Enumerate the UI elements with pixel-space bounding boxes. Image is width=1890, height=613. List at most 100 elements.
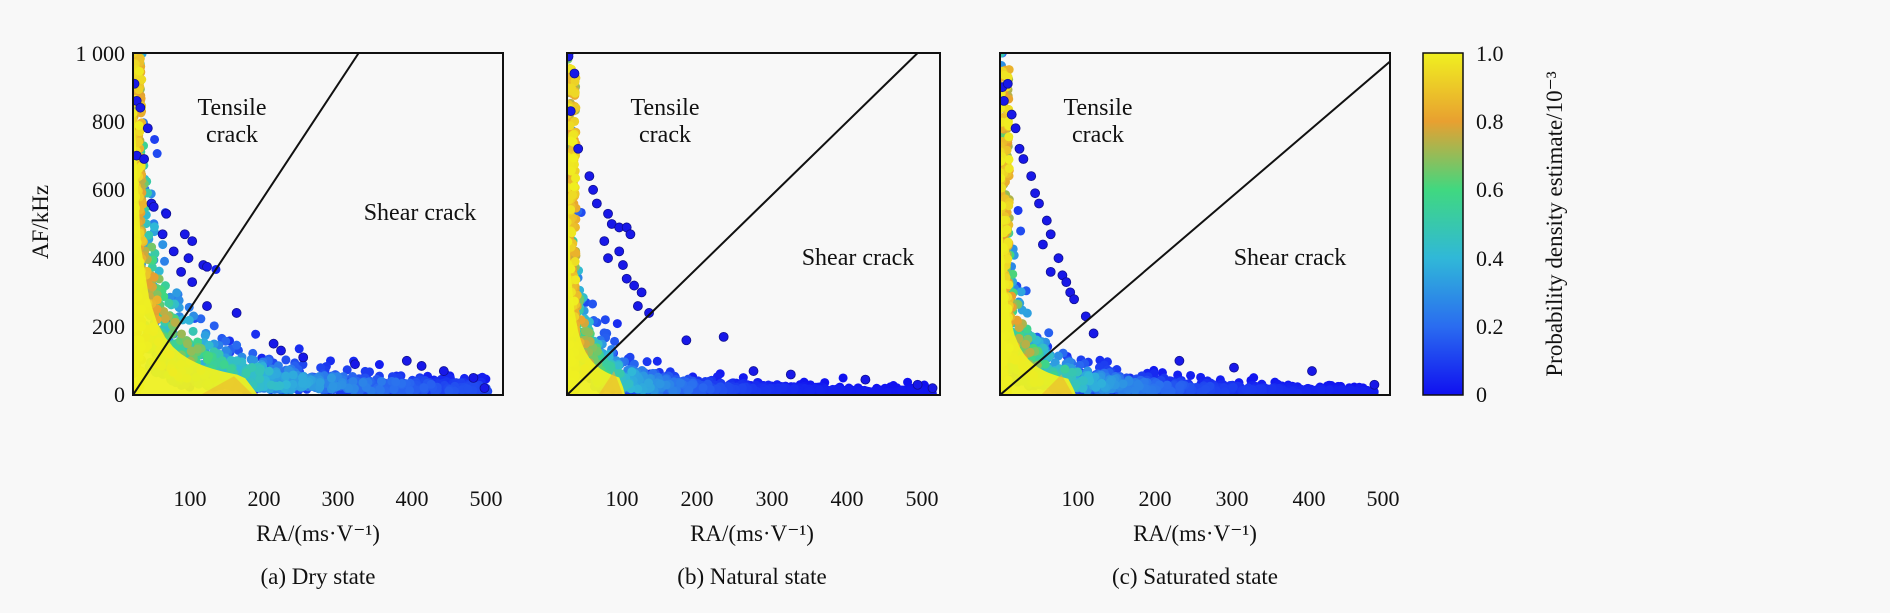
outlier-point bbox=[133, 78, 140, 89]
density-point bbox=[569, 181, 579, 191]
outlier-point bbox=[573, 143, 584, 154]
density-point bbox=[375, 384, 385, 394]
outlier-point bbox=[148, 201, 159, 212]
outlier-point bbox=[860, 374, 871, 385]
outlier-point bbox=[468, 372, 479, 383]
density-point bbox=[1316, 385, 1326, 395]
outlier-point bbox=[785, 369, 796, 380]
y-axis-label: AF/kHz bbox=[28, 185, 53, 259]
y-tick-label: 200 bbox=[92, 314, 125, 339]
outlier-point bbox=[179, 229, 190, 240]
density-point bbox=[137, 75, 147, 85]
outlier-point bbox=[231, 308, 242, 318]
density-point bbox=[1123, 385, 1133, 395]
outlier-point bbox=[603, 253, 613, 264]
outlier-point bbox=[629, 280, 640, 291]
density-point bbox=[1000, 70, 1010, 80]
peak-density-region bbox=[598, 371, 623, 395]
outlier-point bbox=[161, 208, 172, 219]
outlier-point bbox=[567, 106, 576, 117]
outlier-point bbox=[276, 345, 286, 356]
outlier-point bbox=[718, 331, 729, 342]
plot-frame bbox=[132, 52, 504, 396]
density-point bbox=[1241, 385, 1251, 395]
panel-dry-state bbox=[132, 52, 504, 396]
density-point bbox=[204, 340, 214, 350]
density-point bbox=[463, 384, 473, 394]
density-point bbox=[288, 370, 298, 380]
density-point bbox=[147, 242, 157, 252]
density-point bbox=[358, 378, 368, 388]
density-point bbox=[182, 339, 192, 349]
density-point bbox=[389, 384, 399, 394]
density-point bbox=[411, 385, 421, 395]
outlier-point bbox=[621, 273, 632, 284]
density-point bbox=[255, 380, 265, 390]
density-point bbox=[906, 388, 916, 395]
outlier-point bbox=[588, 184, 599, 195]
outlier-point bbox=[139, 154, 150, 164]
density-point bbox=[567, 83, 572, 93]
density-point bbox=[232, 356, 242, 366]
density-point bbox=[159, 306, 169, 316]
density-point bbox=[1249, 373, 1259, 383]
density-point bbox=[567, 205, 576, 215]
outlier-point bbox=[401, 355, 412, 366]
peak-density-region bbox=[200, 376, 254, 395]
density-point bbox=[698, 383, 708, 393]
outlier-point bbox=[202, 301, 212, 311]
density-point bbox=[232, 340, 242, 350]
outlier-point bbox=[644, 308, 654, 318]
density-point bbox=[241, 368, 251, 378]
density-point bbox=[1267, 383, 1277, 393]
density-point bbox=[134, 120, 144, 130]
density-point bbox=[568, 137, 578, 147]
density-point bbox=[571, 275, 581, 285]
outlier-point bbox=[168, 246, 179, 257]
density-point bbox=[188, 326, 198, 336]
density-point bbox=[1228, 382, 1238, 392]
density-point bbox=[584, 327, 594, 337]
density-point bbox=[204, 351, 214, 361]
density-point bbox=[1162, 380, 1172, 390]
density-point bbox=[903, 377, 913, 387]
outlier-point bbox=[268, 338, 279, 349]
density-point bbox=[633, 384, 643, 394]
density-point bbox=[675, 378, 685, 388]
density-point bbox=[149, 272, 159, 282]
density-point bbox=[610, 336, 620, 346]
outlier-point bbox=[927, 383, 938, 394]
density-point bbox=[1040, 359, 1050, 369]
density-point bbox=[567, 166, 576, 176]
density-point bbox=[266, 380, 276, 390]
density-point bbox=[196, 314, 206, 324]
density-point bbox=[160, 256, 170, 266]
density-scatter bbox=[567, 53, 938, 395]
density-point bbox=[1079, 376, 1089, 386]
density-point bbox=[569, 153, 579, 163]
y-tick-label: 600 bbox=[92, 177, 125, 202]
density-point bbox=[705, 384, 715, 394]
density-point bbox=[160, 314, 170, 324]
density-point bbox=[264, 366, 274, 376]
density-point bbox=[342, 365, 352, 375]
density-point bbox=[571, 173, 581, 183]
density-point bbox=[134, 66, 144, 76]
density-scatter bbox=[133, 53, 493, 395]
density-point bbox=[612, 319, 622, 329]
density-point bbox=[327, 373, 337, 383]
density-point bbox=[1097, 378, 1107, 388]
density-point bbox=[1025, 347, 1035, 357]
density-point bbox=[219, 359, 229, 369]
density-point bbox=[1016, 226, 1026, 236]
density-point bbox=[712, 384, 722, 394]
density-point bbox=[255, 374, 265, 384]
y-tick-label: 800 bbox=[92, 109, 125, 134]
outlier-point bbox=[748, 366, 759, 376]
density-point bbox=[200, 331, 210, 341]
density-point bbox=[294, 344, 304, 354]
outlier-point bbox=[176, 266, 187, 277]
density-point bbox=[133, 53, 138, 58]
density-point bbox=[1067, 367, 1077, 377]
